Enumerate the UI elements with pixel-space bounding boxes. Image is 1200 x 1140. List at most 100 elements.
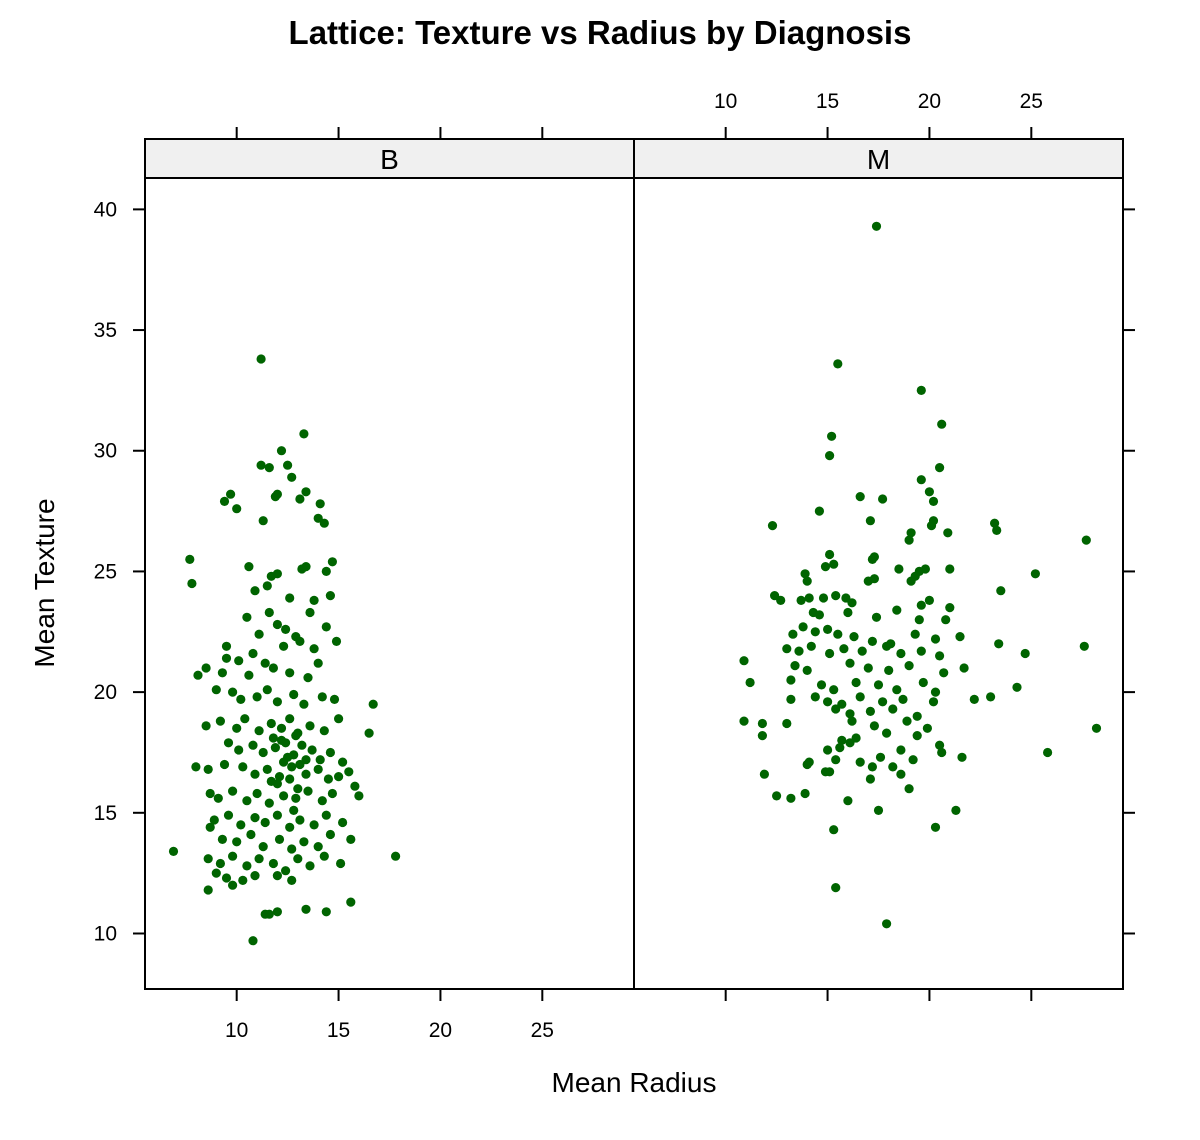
data-point — [759, 769, 770, 779]
data-point — [869, 721, 880, 731]
data-point — [276, 735, 287, 746]
data-point — [898, 694, 908, 705]
data-point — [240, 714, 250, 724]
data-point — [301, 487, 311, 497]
data-point — [338, 757, 348, 767]
data-point — [928, 516, 939, 526]
data-point — [829, 685, 839, 695]
data-point — [827, 431, 837, 441]
data-point — [930, 822, 941, 832]
data-point — [869, 574, 880, 584]
data-point — [232, 837, 242, 847]
data-point — [187, 578, 197, 589]
data-point — [894, 564, 904, 574]
x-tick-label: 20 — [918, 90, 941, 113]
data-point — [301, 562, 311, 572]
data-point — [831, 704, 841, 714]
panel-B: B 10 15 20 25 10 15 20 25 30 35 40 — [94, 127, 635, 1042]
data-point — [274, 834, 285, 845]
data-point — [930, 634, 941, 644]
data-point — [875, 752, 886, 762]
data-point — [1020, 648, 1030, 659]
data-point — [902, 716, 912, 726]
data-point — [313, 658, 323, 668]
data-point — [806, 641, 816, 651]
data-point — [309, 595, 319, 606]
data-point — [914, 615, 924, 625]
data-point — [248, 648, 258, 659]
data-point — [315, 499, 325, 509]
data-point — [185, 554, 195, 565]
data-point — [315, 755, 325, 765]
data-point — [939, 668, 949, 678]
data-point — [873, 680, 884, 690]
data-point — [281, 866, 291, 876]
data-point — [839, 644, 849, 654]
data-point — [990, 518, 1000, 528]
data-point — [299, 429, 309, 439]
x-tick-label: 25 — [1020, 90, 1043, 113]
data-point — [924, 595, 935, 606]
panel-M: M 10 15 20 25 — [633, 90, 1135, 1001]
data-point — [223, 810, 234, 820]
data-point — [334, 772, 344, 782]
data-point — [804, 593, 814, 603]
data-point — [833, 359, 843, 369]
data-point — [232, 723, 242, 733]
data-point — [274, 772, 285, 782]
data-point — [810, 627, 820, 637]
data-point — [248, 936, 258, 946]
data-point — [825, 549, 835, 560]
data-point — [863, 663, 873, 673]
y-tick-label: 25 — [94, 560, 117, 583]
data-point — [215, 716, 225, 726]
data-point — [996, 586, 1006, 596]
data-point — [344, 767, 354, 777]
data-point — [825, 767, 835, 777]
data-point — [258, 747, 268, 758]
data-point — [810, 692, 820, 702]
data-point — [244, 562, 254, 572]
data-point — [845, 738, 855, 748]
y-tick-label: 30 — [94, 440, 117, 463]
data-point — [228, 786, 238, 796]
data-point — [319, 518, 329, 528]
data-point — [796, 595, 806, 606]
data-point — [276, 723, 287, 733]
x-tick-label: 25 — [531, 1019, 554, 1042]
data-point — [285, 822, 295, 832]
data-point — [924, 487, 935, 497]
data-point — [1030, 569, 1040, 579]
data-point — [829, 559, 839, 569]
data-point — [244, 670, 254, 680]
data-point — [867, 762, 878, 772]
data-point — [325, 829, 335, 840]
data-point — [957, 752, 967, 762]
data-point — [223, 738, 234, 748]
data-point — [262, 764, 272, 775]
data-point — [904, 535, 914, 545]
data-point — [896, 769, 906, 779]
x-axis-label: Mean Radius — [552, 1067, 717, 1098]
data-point — [219, 496, 230, 506]
data-point — [772, 791, 782, 801]
data-point — [313, 842, 323, 852]
data-point — [313, 513, 323, 523]
data-point — [354, 791, 364, 801]
data-point — [814, 610, 825, 620]
data-point — [299, 837, 309, 847]
data-point — [285, 774, 295, 784]
data-point — [802, 665, 812, 676]
data-point — [368, 699, 378, 709]
data-point — [260, 817, 270, 828]
data-point — [908, 755, 918, 765]
data-point — [945, 603, 955, 613]
data-point — [252, 692, 262, 702]
data-point — [346, 834, 356, 845]
data-point — [825, 451, 835, 461]
data-point — [248, 740, 258, 750]
data-point — [221, 873, 232, 883]
data-point — [930, 687, 941, 697]
data-point — [281, 624, 291, 635]
data-point — [285, 668, 295, 678]
